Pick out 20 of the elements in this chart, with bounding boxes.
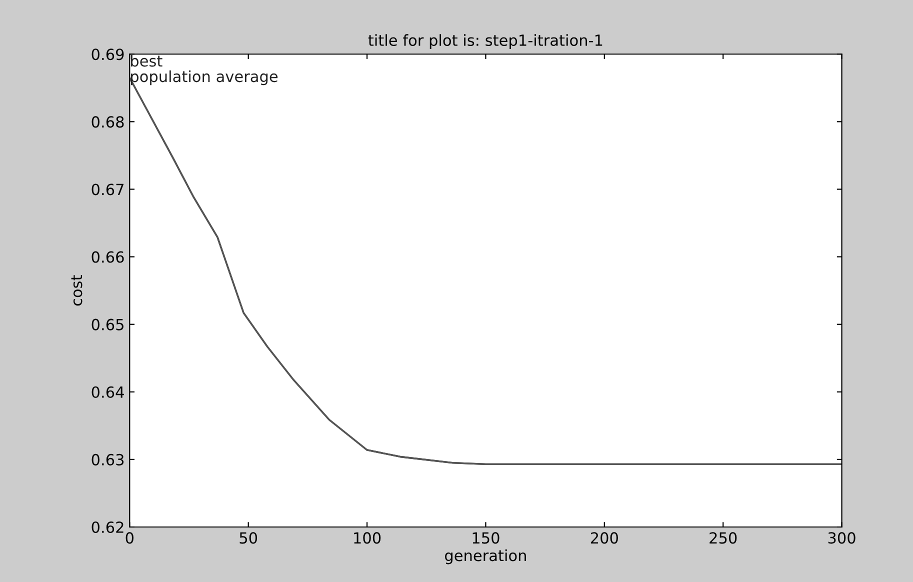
x-tick-label: 0 — [126, 532, 134, 544]
x-tick-label: 50 — [240, 532, 258, 544]
x-tick-label: 300 — [828, 532, 856, 544]
y-tick-label: 0.63 — [92, 454, 124, 466]
y-tick-label: 0.65 — [92, 318, 124, 330]
series-label: population average — [131, 70, 278, 86]
chart-title: title for plot is: step1-itration-1 — [368, 34, 602, 49]
x-axis-title: generation — [445, 549, 526, 564]
y-tick-label: 0.68 — [92, 116, 124, 128]
y-tick-label: 0.67 — [92, 184, 124, 196]
x-tick-label: 150 — [472, 532, 500, 544]
x-tick-label: 200 — [590, 532, 618, 544]
x-tick-label: 250 — [710, 532, 737, 544]
y-tick-label: 0.62 — [92, 521, 124, 534]
x-tick-label: 100 — [354, 532, 381, 544]
y-tick-label: 0.69 — [92, 48, 124, 60]
series-label: best — [131, 54, 162, 67]
y-tick-label: 0.64 — [92, 386, 124, 398]
y-tick-label: 0.66 — [92, 251, 124, 263]
y-axis-title: cost — [71, 275, 82, 306]
